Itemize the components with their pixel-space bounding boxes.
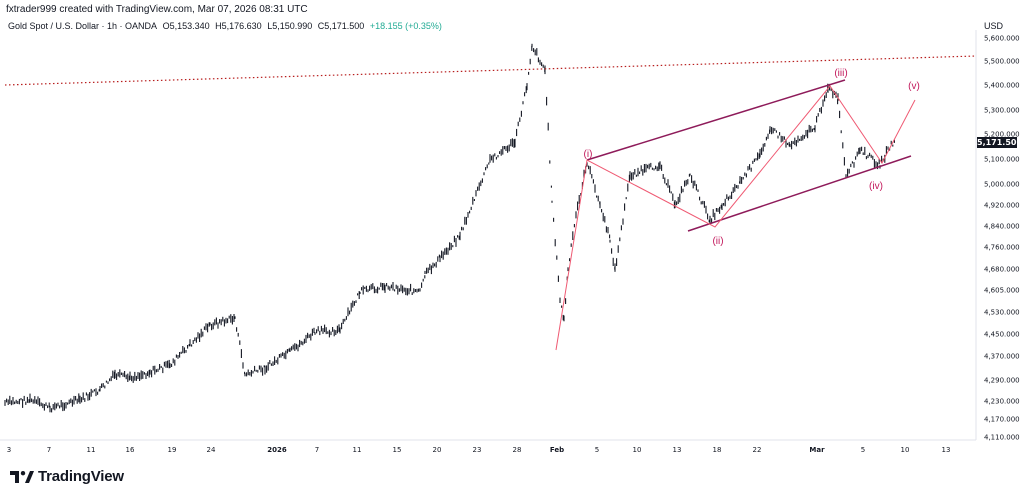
open-value: O5,153.340 <box>162 21 210 31</box>
brand-name: TradingView <box>38 468 124 485</box>
high-value: H5,176.630 <box>215 21 262 31</box>
brand[interactable]: TradingView <box>10 468 124 485</box>
chart-credit: fxtrader999 created with TradingView.com… <box>6 4 308 15</box>
wave-label-iv: (iv) <box>869 181 883 192</box>
time-tick-label: 16 <box>126 446 135 454</box>
time-tick-label: 13 <box>942 446 951 454</box>
time-tick-label: 18 <box>713 446 722 454</box>
time-tick-label: 10 <box>633 446 642 454</box>
time-tick-label: 10 <box>901 446 910 454</box>
close-value: C5,171.500 <box>317 21 365 31</box>
price-tick-label: 4,230.000 <box>984 398 1020 406</box>
time-tick-label: 15 <box>393 446 402 454</box>
symbol-name: Gold Spot / U.S. Dollar · 1h · OANDA <box>8 21 158 31</box>
price-tick-label: 5,000.000 <box>984 181 1020 189</box>
price-axis[interactable]: 5,600.000 5,500.000 5,400.000 5,300.000 5,20… <box>984 35 1020 442</box>
time-tick-label: 3 <box>7 446 11 454</box>
time-axis[interactable]: 3 7 11 16 19 24 2026 7 11 15 20 23 28 Feb 5 10 13 18 22 Mar… <box>7 446 951 454</box>
time-tick-label: Mar <box>809 446 825 454</box>
wave-label-v: (v) <box>908 81 920 92</box>
time-tick-label: 22 <box>753 446 762 454</box>
resistance-line[interactable] <box>4 55 977 86</box>
price-tick-label: 5,200.000 <box>984 131 1020 139</box>
price-tick-label: 5,300.000 <box>984 107 1020 115</box>
price-tick-label: 4,840.000 <box>984 223 1020 231</box>
currency-label[interactable]: USD <box>984 21 1004 31</box>
low-value: L5,150.990 <box>267 21 313 31</box>
time-tick-label: 5 <box>595 446 599 454</box>
symbol-legend[interactable]: Gold Spot / U.S. Dollar · 1h · OANDA O5,… <box>8 21 445 31</box>
price-tick-label: 4,680.000 <box>984 266 1020 274</box>
last-price-tag: 5,171.500 <box>977 137 1023 148</box>
wave-label-i: (i) <box>584 149 593 160</box>
time-tick-label: 7 <box>47 446 51 454</box>
time-tick-label: 19 <box>168 446 177 454</box>
time-tick-label: 5 <box>861 446 865 454</box>
wave-label-ii: (ii) <box>712 236 723 247</box>
price-tick-label: 5,600.000 <box>984 35 1020 43</box>
price-tick-label: 5,500.000 <box>984 58 1020 66</box>
elliott-wave-path[interactable] <box>555 85 916 351</box>
time-tick-label: Feb <box>550 446 564 454</box>
time-tick-label: 23 <box>473 446 482 454</box>
channel-upper-line[interactable] <box>586 79 846 161</box>
time-tick-label: 13 <box>673 446 682 454</box>
time-tick-label: 7 <box>315 446 319 454</box>
price-tick-label: 4,760.000 <box>984 244 1020 252</box>
time-tick-label: 28 <box>513 446 522 454</box>
price-tick-label: 4,170.000 <box>984 416 1020 424</box>
price-tick-label: 4,370.000 <box>984 353 1020 361</box>
wave-label-iii: (iii) <box>834 68 847 79</box>
channel-lower-line[interactable] <box>687 155 912 232</box>
price-tick-label: 4,530.000 <box>984 309 1020 317</box>
price-tick-label: 4,110.000 <box>984 434 1020 442</box>
chart-drawings: (i) (ii) (iii) (iv) (v) <box>4 55 977 351</box>
time-tick-label: 11 <box>87 446 96 454</box>
price-tick-label: 4,920.000 <box>984 202 1020 210</box>
time-tick-label: 20 <box>433 446 442 454</box>
time-tick-label: 2026 <box>267 446 287 454</box>
change-value: +18.155 (+0.35%) <box>369 21 442 31</box>
price-tick-label: 5,400.000 <box>984 82 1020 90</box>
tradingview-logo-icon <box>10 470 34 483</box>
candles <box>4 43 895 413</box>
price-tick-label: 4,605.000 <box>984 287 1020 295</box>
time-tick-label: 11 <box>353 446 362 454</box>
price-tick-label: 5,100.000 <box>984 156 1020 164</box>
price-tick-label: 4,290.000 <box>984 377 1020 385</box>
price-tick-label: 4,450.000 <box>984 331 1020 339</box>
time-tick-label: 24 <box>207 446 216 454</box>
